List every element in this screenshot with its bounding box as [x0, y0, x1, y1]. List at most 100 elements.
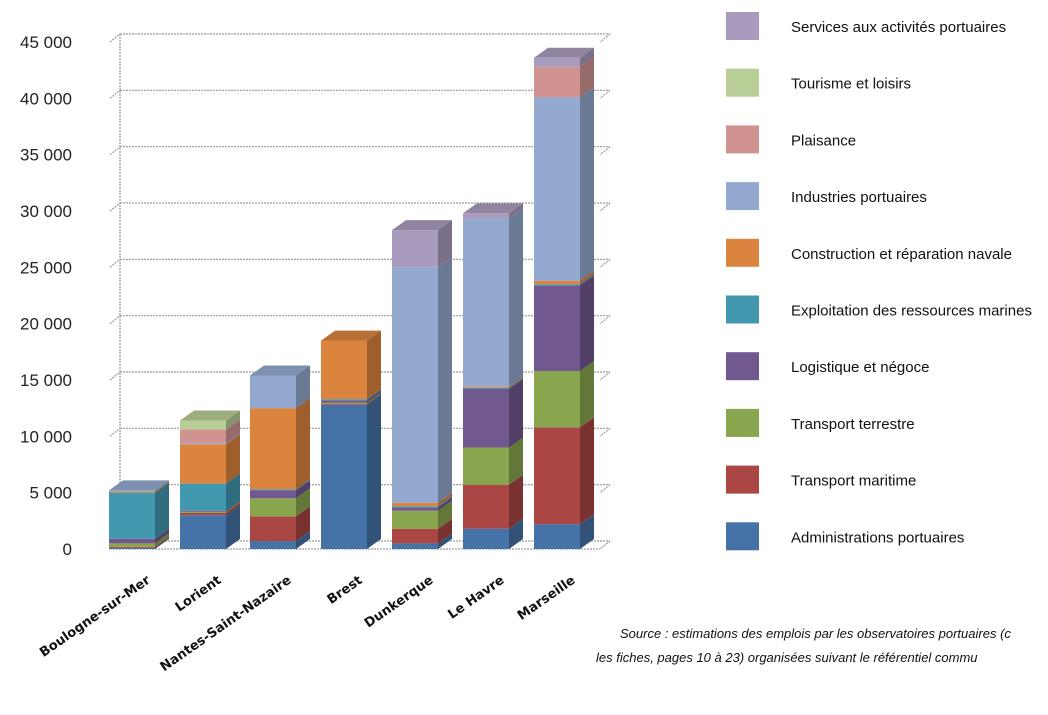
bar-segment-side — [509, 377, 523, 390]
bar-segment-side — [438, 497, 452, 511]
y-tick-label: 25 000 — [20, 258, 72, 277]
bar-segment — [109, 538, 155, 544]
gridline-end — [599, 33, 611, 43]
bar-segment-side — [296, 365, 310, 409]
bar-segment-side — [509, 208, 523, 387]
bar-segment — [250, 541, 296, 549]
bar-segment-side — [367, 394, 381, 549]
bar-segment-side — [580, 417, 594, 525]
source-line-1: Source : estimations des emplois par les… — [620, 626, 1011, 641]
gridline-end — [599, 427, 611, 437]
bar-stack — [180, 410, 240, 549]
bar-segment-side — [296, 398, 310, 490]
legend-item: Transport maritime — [726, 465, 916, 494]
bar-segment-side — [296, 480, 310, 499]
gridline-depth — [109, 202, 121, 212]
bar-segment-side — [438, 257, 452, 503]
bar-segment-side — [438, 220, 452, 268]
gridline-depth — [109, 371, 121, 381]
bar-segment-side — [226, 502, 240, 516]
x-tick-label: Le Havre — [445, 573, 507, 623]
bar-top — [321, 330, 381, 341]
bar-segment — [392, 506, 438, 508]
bar-segment — [321, 399, 367, 401]
bar-segment — [180, 444, 226, 484]
bar-segment — [392, 502, 438, 507]
bar-segment — [250, 408, 296, 490]
bar-segment-side — [580, 514, 594, 549]
legend-item: Transport terrestre — [726, 408, 915, 437]
chart-bars — [109, 47, 594, 549]
gridline-end — [599, 89, 611, 99]
bar-segment — [463, 213, 509, 219]
bar-segment-side — [509, 379, 523, 448]
bar-segment-side — [509, 437, 523, 485]
bar-segment — [392, 543, 438, 549]
bar-segment — [109, 490, 155, 492]
bar-top — [180, 410, 240, 421]
y-tick-label: 45 000 — [20, 33, 72, 52]
gridline-end — [599, 258, 611, 268]
bar-stack — [392, 220, 452, 549]
bar-segment-side — [367, 389, 381, 401]
bar-segment-side — [509, 376, 523, 388]
legend-label: Logistique et négoce — [791, 359, 929, 376]
legend-swatch — [726, 68, 759, 97]
legend-item: Tourisme et loisirs — [726, 68, 911, 97]
bar-top — [109, 480, 169, 491]
bar-segment — [534, 370, 580, 428]
bar-segment-side — [155, 537, 169, 549]
legend-label: Exploitation des ressources marines — [791, 303, 1032, 320]
legend-label: Plaisance — [791, 132, 856, 149]
legend-swatch — [726, 465, 759, 494]
bar-segment — [534, 97, 580, 281]
bar-segment-side — [438, 492, 452, 507]
bar-segment — [250, 489, 296, 491]
bar-segment — [180, 443, 226, 445]
bar-stack — [250, 365, 310, 549]
source-line-2: les fiches, pages 10 à 23) organisées su… — [596, 650, 978, 665]
bar-segment-side — [367, 330, 381, 400]
gridline-depth — [109, 89, 121, 99]
legend-label: Transport terrestre — [791, 416, 915, 433]
legend-label: Tourisme et loisirs — [791, 76, 911, 93]
legend-item: Construction et réparation navale — [726, 238, 1012, 267]
legend-swatch — [726, 125, 759, 154]
legend-item: Exploitation des ressources marines — [726, 295, 1032, 324]
chart-legend: Services aux activités portuaires Tourism… — [726, 12, 1032, 551]
bar-segment — [534, 524, 580, 549]
bar-segment — [463, 386, 509, 388]
y-tick-label: 5 000 — [29, 484, 72, 503]
y-tick-label: 30 000 — [20, 202, 72, 221]
bar-segment — [534, 57, 580, 67]
bar-segment-side — [296, 531, 310, 549]
bar-segment — [321, 404, 367, 549]
bar-segment-side — [438, 518, 452, 544]
bar-top — [463, 203, 523, 214]
bar-segment-side — [226, 501, 240, 513]
bar-segment-side — [580, 360, 594, 428]
legend-swatch — [726, 352, 759, 381]
bar-segment — [109, 546, 155, 548]
bar-segment — [109, 491, 155, 493]
bar-segment — [321, 402, 367, 404]
legend-label: Transport maritime — [791, 473, 916, 490]
bar-segment-side — [367, 392, 381, 404]
bar-segment — [250, 375, 296, 409]
bar-segment — [250, 516, 296, 542]
bar-segment — [321, 403, 367, 405]
bar-stack — [109, 480, 169, 549]
legend-swatch — [726, 12, 759, 40]
bar-segment-side — [580, 56, 594, 98]
gridline-end — [599, 540, 611, 550]
bar-top — [392, 220, 452, 231]
x-tick-label: Dunkerque — [362, 573, 436, 631]
bar-segment — [250, 498, 296, 517]
gridline-depth — [109, 427, 121, 437]
bar-segment — [180, 512, 226, 516]
bar-segment — [180, 511, 226, 513]
bar-segment-side — [155, 536, 169, 548]
x-tick-label: Brest — [325, 573, 366, 608]
x-tick-label: Nantes-Saint-Nazaire — [158, 573, 295, 675]
bar-segment — [321, 340, 367, 400]
